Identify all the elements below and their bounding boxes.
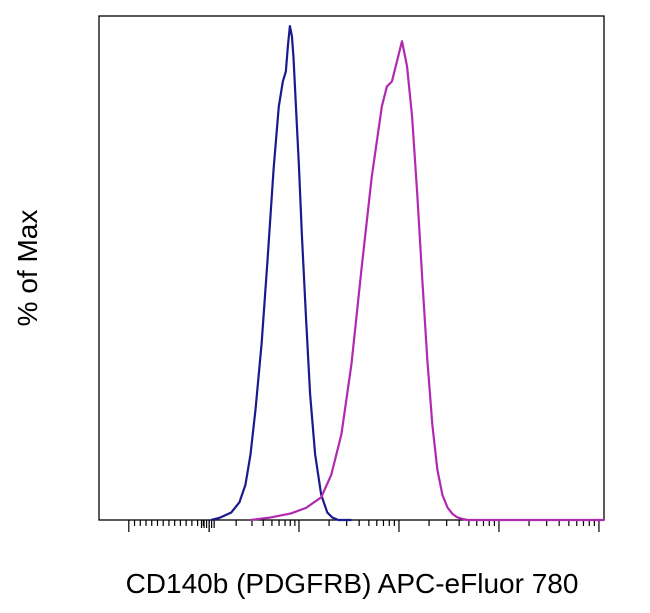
x-axis-label: CD140b (PDGFRB) APC-eFluor 780 xyxy=(126,568,579,599)
histogram-series-line-1 xyxy=(210,24,352,522)
plot-frame xyxy=(98,15,605,521)
series-layer xyxy=(210,24,604,522)
y-axis-label: % of Max xyxy=(12,210,43,327)
histogram-series-line-2 xyxy=(250,40,604,522)
x-axis-ticks xyxy=(128,520,600,532)
